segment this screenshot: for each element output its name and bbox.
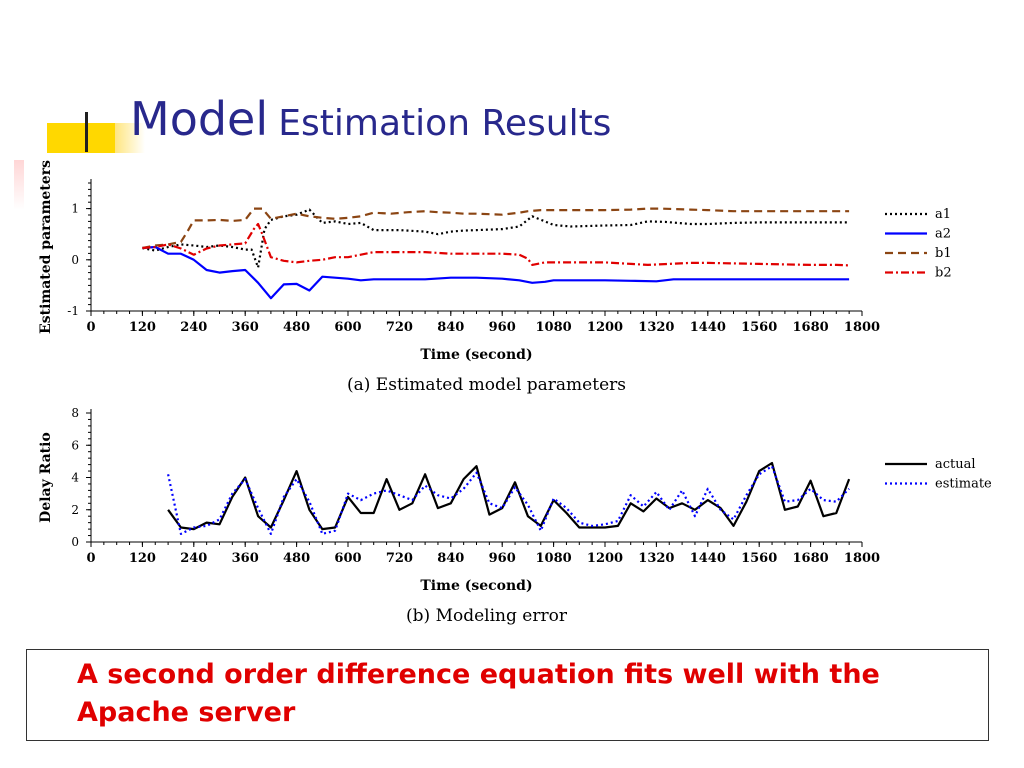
chart2-x-tick-label: 240	[180, 551, 207, 566]
chart1-x-tick-label: 480	[283, 320, 310, 335]
chart2-x-tick-label: 0	[86, 551, 95, 566]
chart1-legend-label-a1: a1	[935, 207, 951, 222]
chart1-series-a1-line	[142, 208, 850, 269]
chart2-x-tick-label: 1560	[741, 551, 777, 566]
chart2-x-tick-label: 840	[437, 551, 464, 566]
chart1-legend-label-b1: b1	[935, 246, 952, 261]
chart2-y-tick-label: 2	[71, 503, 79, 517]
chart1-x-tick-label: 1560	[741, 320, 777, 335]
chart1-x-tick-label: 120	[129, 320, 156, 335]
chart1-x-tick-label: 1800	[844, 320, 880, 335]
chart1-y-axis-label: Estimated parameters	[38, 160, 54, 334]
chart1-y-tick-label: 0	[71, 253, 79, 267]
title-accent-bar	[85, 112, 88, 152]
chart1-series-b1-line	[142, 207, 850, 250]
chart2-x-tick-label: 960	[489, 551, 516, 566]
chart2-caption: (b) Modeling error	[406, 606, 568, 626]
chart1-caption: (a) Estimated model parameters	[347, 375, 626, 395]
chart2-y-axis-label: Delay Ratio	[38, 432, 54, 523]
chart2-x-tick-label: 1800	[844, 551, 880, 566]
chart1-x-axis-label: Time (second)	[420, 347, 532, 363]
title-accent-block	[47, 123, 115, 153]
chart2-x-tick-label: 480	[283, 551, 310, 566]
chart2-y-tick-label: 8	[71, 406, 79, 420]
chart2-x-tick-label: 360	[232, 551, 259, 566]
chart2-x-tick-label: 1680	[793, 551, 829, 566]
chart1-x-tick-label: 0	[86, 320, 95, 335]
chart1-series-b2-line	[142, 222, 850, 267]
chart1-y-tick-label: -1	[67, 304, 79, 318]
chart2-series-actual-line	[167, 461, 851, 531]
chart2-x-tick-label: 1320	[638, 551, 674, 566]
chart2-legend-label-estimate: estimate	[935, 477, 992, 492]
chart1-series-a2-line	[142, 245, 850, 300]
chart1-x-tick-label: 1200	[587, 320, 623, 335]
title-word-model: Model	[130, 92, 269, 146]
chart2-y-tick-label: 4	[71, 471, 79, 485]
chart2-x-tick-label: 1440	[690, 551, 726, 566]
chart1-x-tick-label: 1440	[690, 320, 726, 335]
chart2-x-axis-label: Time (second)	[420, 578, 532, 594]
chart1-x-tick-label: 840	[437, 320, 464, 335]
chart1-legend-label-a2: a2	[935, 227, 951, 242]
chart1-legend-label-b2: b2	[935, 266, 952, 281]
chart2-x-tick-label: 120	[129, 551, 156, 566]
chart1-y-tick-label: 1	[71, 202, 79, 216]
chart2-legend-label-actual: actual	[935, 457, 976, 472]
chart1-x-tick-label: 720	[386, 320, 413, 335]
chart2-x-tick-label: 1080	[536, 551, 572, 566]
chart1-x-tick-label: 1080	[536, 320, 572, 335]
title-rest: Estimation Results	[278, 103, 612, 144]
chart1-x-tick-label: 360	[232, 320, 259, 335]
chart2-x-tick-label: 1200	[587, 551, 623, 566]
chart1-x-tick-label: 1320	[638, 320, 674, 335]
chart1-x-tick-label: 600	[334, 320, 361, 335]
side-accent-stripe	[14, 160, 24, 210]
conclusion-box: A second order difference equation fits …	[26, 649, 989, 741]
conclusion-text: A second order difference equation fits …	[77, 659, 880, 728]
chart2-y-tick-label: 6	[71, 438, 79, 452]
chart2-x-tick-label: 720	[386, 551, 413, 566]
chart2-x-tick-label: 600	[334, 551, 361, 566]
chart1-x-tick-label: 960	[489, 320, 516, 335]
title-accent-fade	[115, 123, 145, 153]
chart1-x-tick-label: 1680	[793, 320, 829, 335]
chart1-x-tick-label: 240	[180, 320, 207, 335]
chart2-y-tick-label: 0	[71, 535, 79, 549]
slide-title: Model Estimation Results	[130, 92, 611, 146]
